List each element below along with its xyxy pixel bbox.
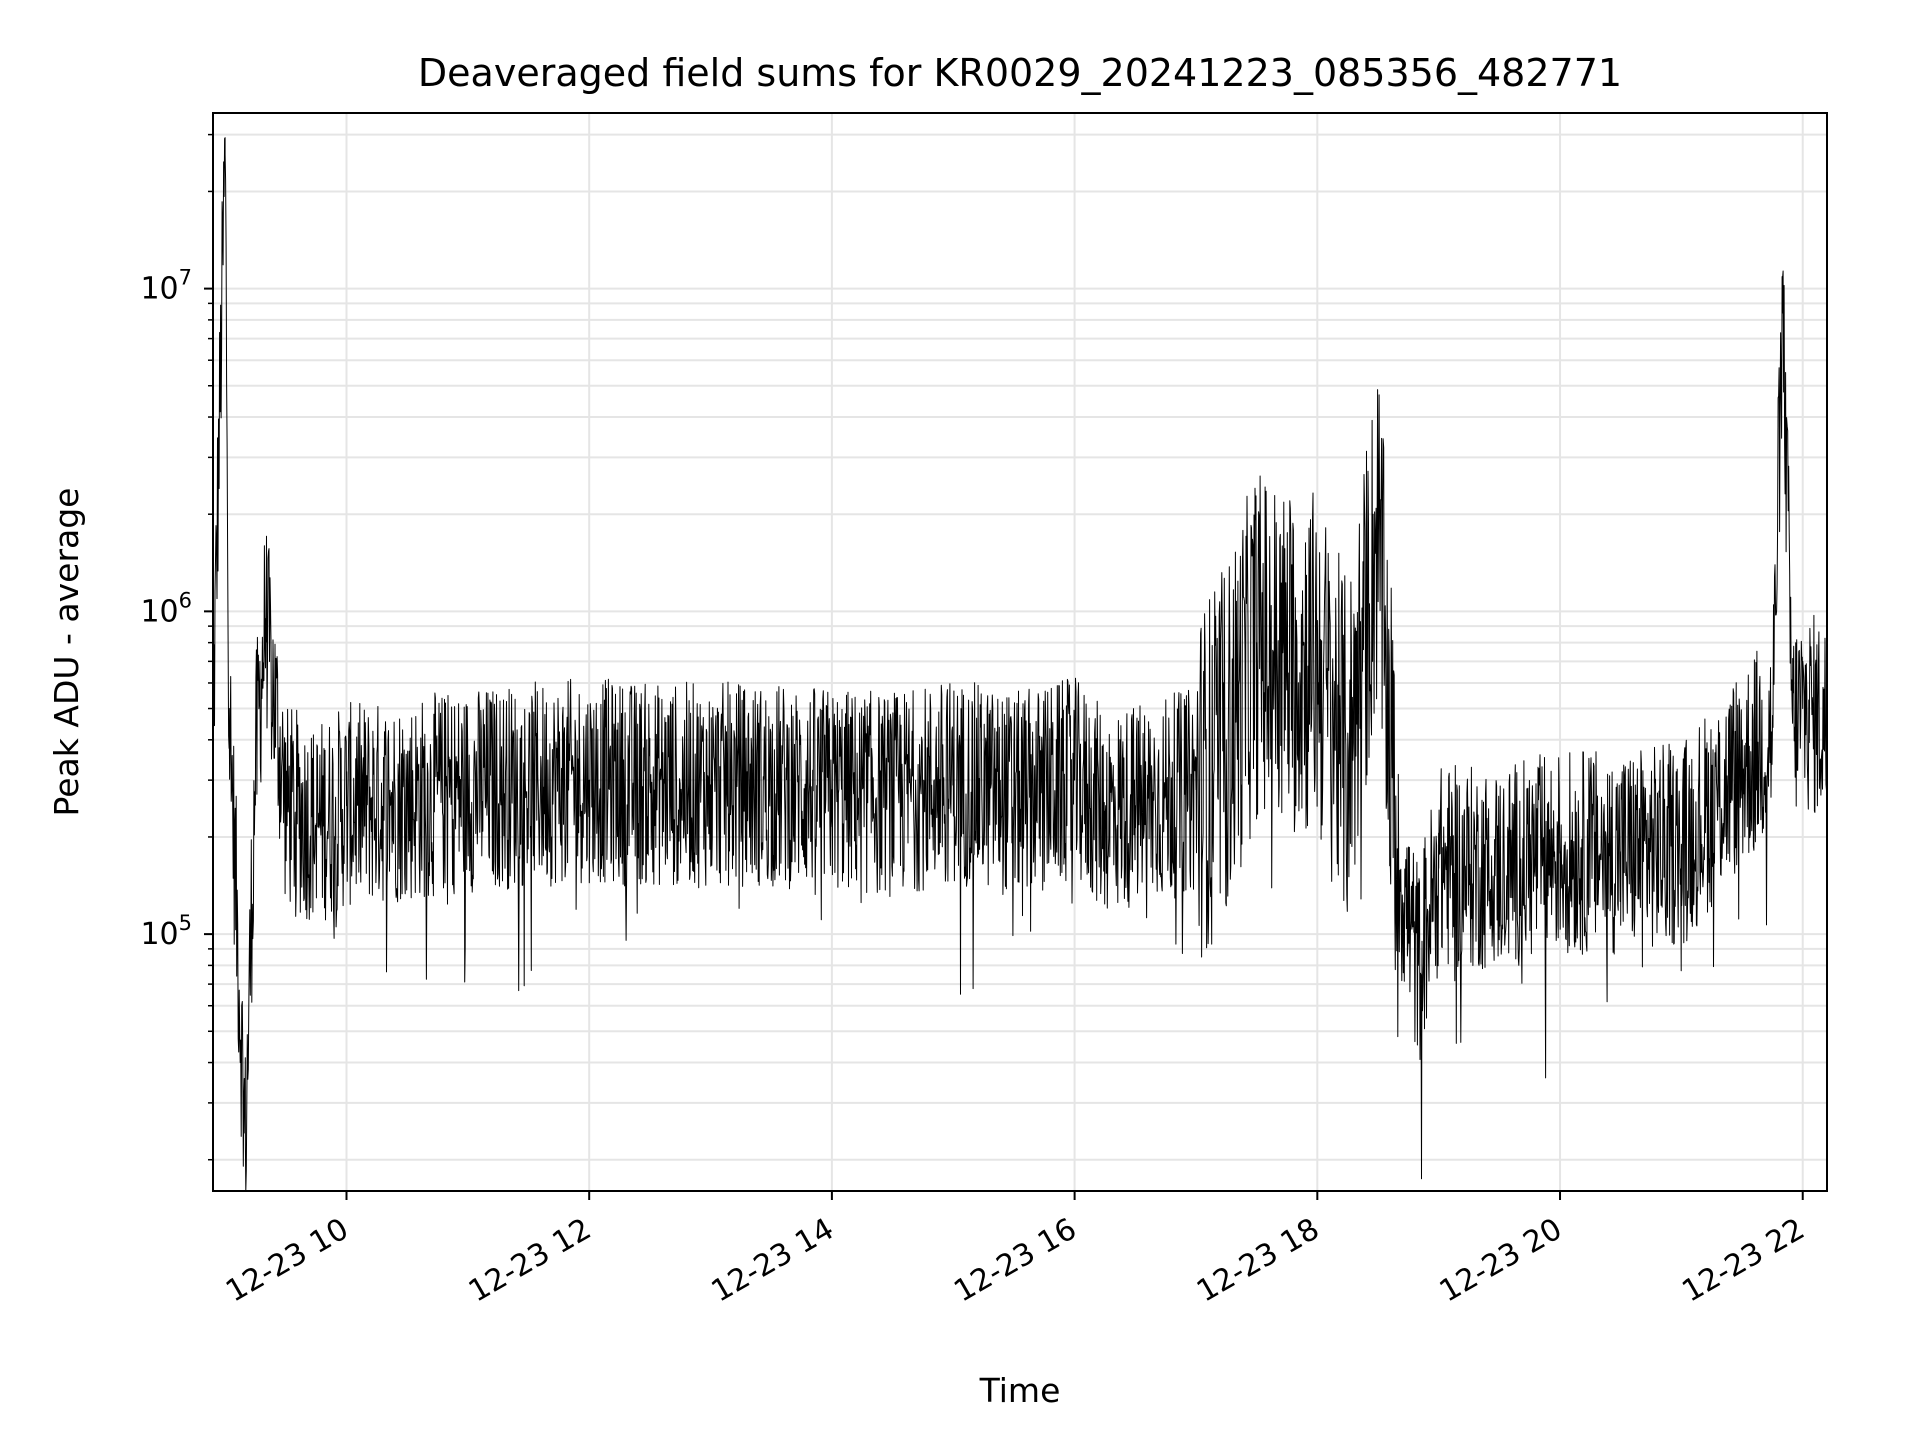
series-line-peak-adu [212,137,1828,1192]
x-axis-label: Time [979,1371,1061,1410]
y-tick-label: 106 [140,588,192,629]
plot-frame [212,112,1828,1192]
y-tick-label: 107 [140,266,192,307]
y-axis-label: Peak ADU - average [47,488,86,817]
y-tick-label: 105 [140,911,192,952]
data-series [212,137,1828,1192]
chart-title: Deaveraged field sums for KR0029_2024122… [418,51,1622,95]
